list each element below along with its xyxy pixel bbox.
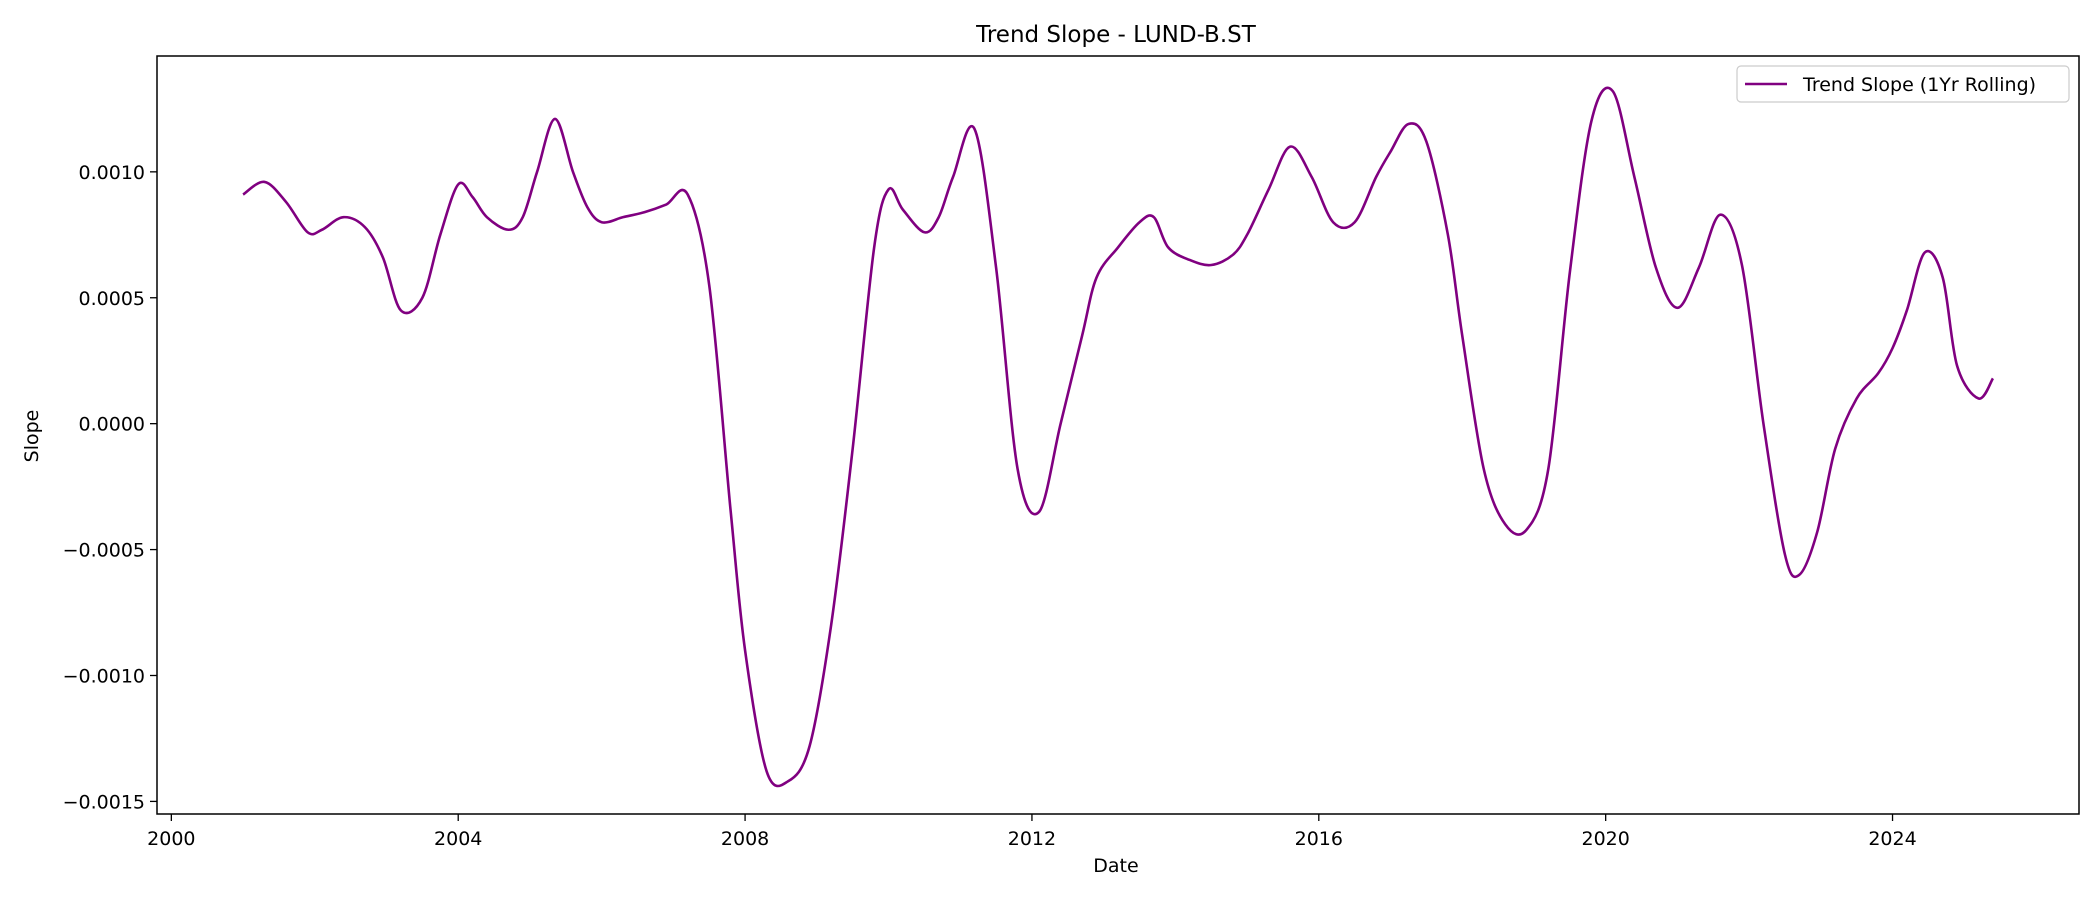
x-tick-label: 2000 (147, 828, 195, 850)
x-tick-label: 2004 (434, 828, 482, 850)
legend-label: Trend Slope (1Yr Rolling) (1802, 74, 2036, 96)
x-axis-title: Date (1093, 855, 1138, 877)
x-tick-label: 2012 (1008, 828, 1056, 850)
plot-area (242, 86, 1995, 788)
legend-box (1736, 65, 2070, 103)
chart-title: Trend Slope - LUND-B.ST (975, 22, 1257, 48)
y-tick-label: −0.0010 (63, 665, 145, 687)
series-line-trend-slope (242, 86, 1995, 788)
y-axis: −0.0015 −0.0010 −0.0005 0.0000 0.0005 0.0010 (63, 162, 157, 813)
y-tick-label: 0.0000 (79, 414, 145, 436)
x-tick-label: 2016 (1295, 828, 1343, 850)
x-tick-label: 2020 (1581, 828, 1629, 850)
y-tick-label: 0.0010 (79, 162, 145, 184)
y-tick-label: 0.0005 (79, 288, 145, 310)
plot-frame (156, 55, 2080, 815)
y-tick-label: −0.0005 (63, 540, 145, 562)
y-tick-label: −0.0015 (63, 791, 145, 813)
legend: Trend Slope (1Yr Rolling) (1736, 65, 2070, 103)
x-tick-label: 2008 (721, 828, 769, 850)
y-axis-title: Slope (21, 410, 43, 463)
x-axis: 2000 2004 2008 2012 2016 2020 2024 (147, 814, 1917, 850)
x-tick-label: 2024 (1868, 828, 1916, 850)
